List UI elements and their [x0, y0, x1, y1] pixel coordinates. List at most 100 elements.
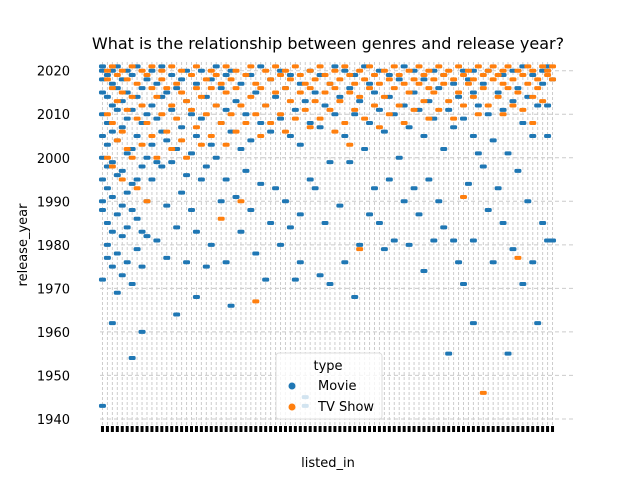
data-point-tv-show — [311, 77, 319, 82]
x-tick — [476, 426, 480, 432]
data-point-tv-show — [187, 73, 195, 78]
data-point-tv-show — [435, 107, 443, 112]
data-point-movie — [242, 168, 250, 173]
data-point-tv-show — [118, 177, 126, 182]
data-point-movie — [346, 160, 354, 165]
data-point-tv-show — [400, 81, 408, 86]
data-point-tv-show — [519, 73, 527, 78]
data-point-tv-show — [212, 73, 220, 78]
x-tick — [437, 426, 441, 432]
data-point-tv-show — [455, 64, 463, 69]
data-point-tv-show — [469, 77, 477, 82]
data-point-movie — [247, 138, 255, 143]
data-point-tv-show — [222, 64, 230, 69]
data-point-movie — [113, 107, 121, 112]
chart-title: What is the relationship between genres … — [92, 34, 564, 53]
data-point-tv-show — [474, 112, 482, 117]
data-point-movie — [296, 260, 304, 265]
data-point-movie — [247, 208, 255, 212]
data-point-movie — [128, 282, 136, 286]
data-point-movie — [207, 142, 215, 147]
data-point-tv-show — [158, 112, 166, 117]
data-point-movie — [143, 234, 151, 239]
data-point-movie — [173, 312, 181, 317]
x-tick — [358, 426, 362, 432]
data-point-movie — [375, 107, 383, 112]
y-tick-label: 1950 — [37, 369, 70, 384]
data-point-movie — [509, 247, 517, 252]
data-point-tv-show — [128, 94, 136, 99]
x-tick — [185, 426, 189, 432]
data-point-tv-show — [301, 81, 309, 86]
data-point-movie — [509, 99, 517, 104]
data-point-tv-show — [281, 129, 289, 134]
data-point-movie — [178, 77, 186, 82]
data-point-tv-show — [479, 390, 487, 395]
data-point-tv-show — [356, 247, 364, 252]
data-point-movie — [272, 186, 280, 191]
data-point-movie — [168, 107, 176, 112]
data-point-tv-show — [509, 77, 517, 82]
x-tick — [427, 426, 431, 432]
x-tick — [521, 426, 525, 432]
data-point-movie — [202, 264, 210, 269]
data-point-movie — [222, 73, 230, 78]
data-point-movie — [178, 125, 186, 130]
data-point-tv-show — [192, 64, 200, 69]
data-point-movie — [163, 255, 171, 260]
data-point-movie — [331, 112, 339, 117]
data-point-movie — [227, 303, 235, 308]
data-point-movie — [410, 186, 418, 191]
data-point-tv-show — [118, 129, 126, 134]
legend-marker-movie — [288, 382, 296, 390]
data-point-movie — [277, 242, 285, 247]
data-point-tv-show — [108, 164, 116, 169]
x-tick — [199, 426, 203, 432]
data-point-movie — [108, 129, 116, 134]
data-point-movie — [178, 190, 186, 195]
data-point-tv-show — [227, 112, 235, 117]
data-point-movie — [549, 238, 557, 243]
data-point-movie — [133, 177, 141, 182]
x-tick — [140, 426, 144, 432]
data-point-movie — [534, 103, 542, 108]
x-tick — [180, 426, 184, 432]
data-point-tv-show — [321, 73, 329, 78]
data-point-tv-show — [346, 73, 354, 78]
data-point-movie — [489, 260, 497, 265]
x-tick — [204, 426, 208, 432]
data-point-movie — [148, 103, 156, 108]
data-point-movie — [430, 238, 438, 243]
data-point-movie — [118, 273, 126, 278]
data-point-tv-show — [464, 68, 472, 73]
data-point-tv-show — [113, 138, 121, 143]
data-point-tv-show — [346, 90, 354, 95]
data-point-movie — [296, 142, 304, 147]
x-tick — [229, 426, 233, 432]
data-point-tv-show — [375, 125, 383, 130]
data-point-movie — [484, 208, 492, 212]
data-point-movie — [395, 155, 403, 160]
data-point-movie — [316, 273, 324, 278]
data-point-movie — [291, 277, 299, 282]
data-point-tv-show — [509, 103, 517, 108]
data-point-movie — [346, 86, 354, 91]
data-point-tv-show — [460, 194, 468, 199]
data-point-movie — [366, 81, 374, 86]
data-point-movie — [286, 225, 294, 230]
data-point-movie — [291, 107, 299, 112]
x-tick — [417, 426, 421, 432]
data-point-movie — [123, 116, 131, 121]
data-point-tv-show — [361, 77, 369, 82]
data-point-movie — [148, 68, 156, 73]
data-point-movie — [143, 77, 151, 82]
x-tick — [150, 426, 154, 432]
data-point-tv-show — [128, 64, 136, 69]
data-point-tv-show — [549, 64, 557, 69]
data-point-movie — [445, 107, 453, 112]
data-point-movie — [286, 134, 294, 138]
data-point-tv-show — [212, 103, 220, 108]
data-point-tv-show — [479, 86, 487, 91]
data-point-tv-show — [272, 64, 280, 69]
data-point-movie — [326, 160, 334, 165]
